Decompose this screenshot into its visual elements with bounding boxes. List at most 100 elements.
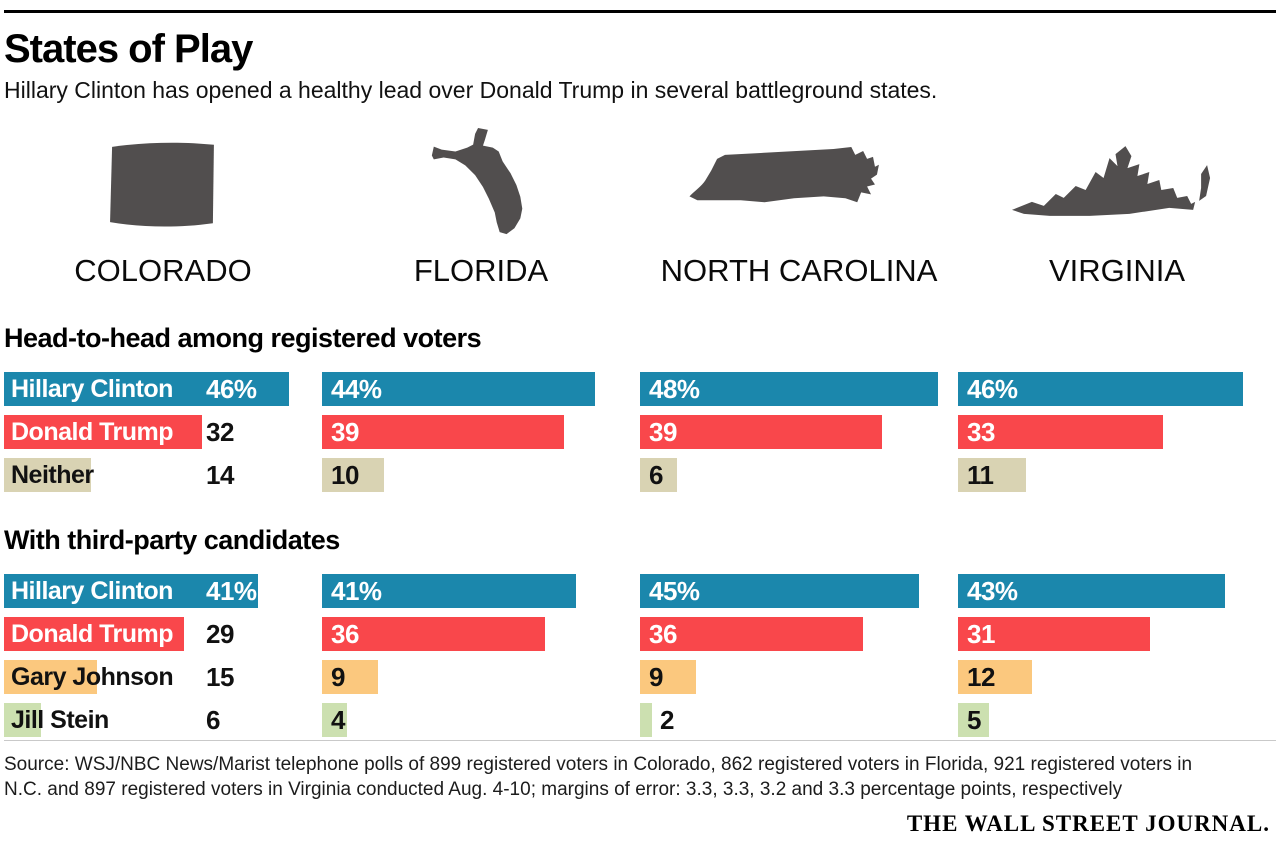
bar-column-florida: 41% 36 9 4 [322, 574, 640, 737]
bar-hillary-clinton-colorado [4, 574, 258, 608]
bar-value-label: 41% [206, 576, 257, 606]
bar-hillary-clinton-florida [322, 372, 595, 406]
bar-value-label: 15 [206, 662, 234, 692]
bar-row-donald-trump: Donald Trump 32 [4, 415, 322, 449]
bar-column-colorado: Hillary Clinton 46% Donald Trump 32 Neither 1… [4, 372, 322, 492]
bar-column-north-carolina: 48% 39 6 [640, 372, 958, 492]
bar-row-neither: 10 [322, 458, 640, 492]
bar-row-donald-trump: 31 [958, 617, 1276, 651]
bar-value-label: 2 [660, 705, 674, 735]
bar-value-label: 36 [649, 619, 677, 649]
north-carolina-map-icon [689, 147, 879, 203]
bar-row-gary-johnson: Gary Johnson 15 [4, 660, 322, 694]
section-title-head-to-head: Head-to-head among registered voters [4, 323, 482, 353]
bar-row-jill-stein: 4 [322, 703, 640, 737]
bar-row-neither: Neither 14 [4, 458, 322, 492]
state-figure-florida [322, 124, 640, 244]
bar-row-hillary-clinton: 48% [640, 372, 958, 406]
bar-value-label: 5 [967, 705, 981, 735]
bar-column-virginia: 43% 31 12 5 [958, 574, 1276, 737]
bar-value-label: 43% [967, 576, 1018, 606]
bar-donald-trump-colorado [4, 617, 184, 651]
bar-row-neither: 6 [640, 458, 958, 492]
bar-hillary-clinton-virginia [958, 574, 1225, 608]
bar-row-hillary-clinton: 43% [958, 574, 1276, 608]
bar-name-label: Neither [11, 461, 94, 489]
state-figure-colorado [4, 124, 322, 244]
bar-row-hillary-clinton: 41% [322, 574, 640, 608]
bar-donald-trump-north-carolina [640, 617, 863, 651]
bar-row-donald-trump: 39 [322, 415, 640, 449]
state-labels-row: COLORADO FLORIDA NORTH CAROLINA VIRGINIA [4, 254, 1276, 290]
bar-name-label: Jill Stein [11, 706, 109, 734]
state-label-virginia: VIRGINIA [1048, 253, 1186, 288]
bar-value-label: 9 [649, 662, 663, 692]
bar-name-label: Donald Trump [11, 620, 174, 648]
bar-hillary-clinton-north-carolina [640, 372, 938, 406]
bar-value-label: 33 [967, 417, 995, 447]
bar-neither-colorado [4, 458, 91, 492]
bar-name-label: Gary Johnson [11, 663, 174, 691]
bar-row-gary-johnson: 12 [958, 660, 1276, 694]
top-rule [4, 10, 1276, 13]
bar-row-jill-stein: Jill Stein 6 [4, 703, 322, 737]
bar-value-label: 29 [206, 619, 234, 649]
bar-row-hillary-clinton: Hillary Clinton 41% [4, 574, 322, 608]
bar-donald-trump-virginia [958, 617, 1150, 651]
bar-donald-trump-north-carolina [640, 415, 882, 449]
bar-row-donald-trump: 36 [640, 617, 958, 651]
section-title-third-party: With third-party candidates [4, 525, 340, 555]
bar-value-label: 32 [206, 417, 234, 447]
state-silhouettes-row [4, 124, 1276, 244]
bar-donald-trump-florida [322, 617, 545, 651]
bar-hillary-clinton-virginia [958, 372, 1243, 406]
bar-value-label: 31 [967, 619, 995, 649]
bar-row-jill-stein: 2 [640, 703, 958, 737]
bar-neither-north-carolina [640, 458, 677, 492]
bar-row-donald-trump: 39 [640, 415, 958, 449]
bar-value-label: 48% [649, 374, 700, 404]
bar-column-virginia: 46% 33 11 [958, 372, 1276, 492]
bar-column-colorado: Hillary Clinton 41% Donald Trump 29 Gary Joh… [4, 574, 322, 737]
bar-row-hillary-clinton: 45% [640, 574, 958, 608]
bar-value-label: 6 [206, 705, 220, 735]
bar-value-label: 41% [331, 576, 382, 606]
bar-value-label: 11 [967, 460, 994, 490]
state-label-florida: FLORIDA [413, 253, 549, 288]
bar-value-label: 36 [331, 619, 359, 649]
bar-jill-stein-north-carolina [640, 703, 652, 737]
bar-row-neither: 11 [958, 458, 1276, 492]
bar-name-label: Hillary Clinton [11, 375, 173, 403]
bar-gary-johnson-colorado [4, 660, 97, 694]
colorado-map-icon [110, 142, 214, 227]
virginia-map-icon [1011, 146, 1211, 216]
bar-value-label: 39 [649, 417, 677, 447]
bar-jill-stein-virginia [958, 703, 989, 737]
bar-jill-stein-florida [322, 703, 347, 737]
bar-row-hillary-clinton: 46% [958, 372, 1276, 406]
bar-value-label: 10 [331, 460, 359, 490]
bar-neither-virginia [958, 458, 1026, 492]
bar-value-label: 46% [206, 374, 257, 404]
bar-row-donald-trump: 36 [322, 617, 640, 651]
bar-jill-stein-colorado [4, 703, 41, 737]
source-line-2: N.C. and 897 registered voters in Virgin… [4, 779, 1123, 800]
bar-column-north-carolina: 45% 36 9 2 [640, 574, 958, 737]
bar-hillary-clinton-florida [322, 574, 576, 608]
bar-gary-johnson-florida [322, 660, 378, 694]
bar-row-gary-johnson: 9 [322, 660, 640, 694]
bar-gary-johnson-north-carolina [640, 660, 696, 694]
state-label-north-carolina: NORTH CAROLINA [660, 253, 938, 288]
bar-row-hillary-clinton: Hillary Clinton 46% [4, 372, 322, 406]
state-figure-north-carolina [640, 124, 958, 244]
bar-neither-florida [322, 458, 384, 492]
third-party-bars: Hillary Clinton 41% Donald Trump 29 Gary Joh… [4, 574, 1276, 737]
page-title: States of Play [4, 27, 253, 71]
florida-map-icon [431, 127, 523, 235]
bar-row-hillary-clinton: 44% [322, 372, 640, 406]
head-to-head-bars: Hillary Clinton 46% Donald Trump 32 Neither 1… [4, 372, 1276, 492]
bar-donald-trump-florida [322, 415, 564, 449]
bar-row-jill-stein: 5 [958, 703, 1276, 737]
bar-column-florida: 44% 39 10 [322, 372, 640, 492]
bar-donald-trump-virginia [958, 415, 1163, 449]
